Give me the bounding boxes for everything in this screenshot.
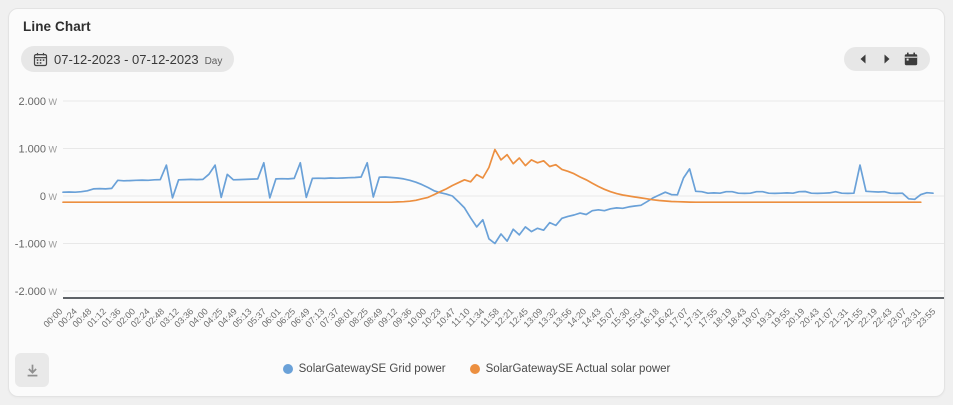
svg-text:2.000 W: 2.000 W [18,96,57,108]
prev-day-button[interactable] [853,48,873,70]
line-chart-card: Line Chart 07-12-2023 - 07-12-2023 Day [8,8,945,397]
legend-item-solar-power[interactable]: SolarGatewaySE Actual solar power [469,363,671,375]
svg-text:-2.000 W: -2.000 W [15,286,58,298]
date-nav [844,47,930,71]
svg-text:0 W: 0 W [40,191,58,203]
page-title: Line Chart [23,19,91,34]
download-button[interactable] [15,353,49,387]
calendar-solid-icon [904,52,918,66]
calendar-icon [33,52,48,67]
granularity-label: Day [204,56,223,67]
chevron-right-icon [883,54,891,64]
legend-dot-solar-power [469,364,480,374]
chart-legend: SolarGatewaySE Grid power SolarGatewaySE… [9,359,944,379]
svg-text:1.000 W: 1.000 W [18,144,57,156]
date-range-label: 07-12-2023 - 07-12-2023 [54,51,199,67]
chevron-left-icon [859,54,867,64]
calendar-picker-button[interactable] [901,48,921,70]
chart-canvas[interactable]: 2.000 W1.000 W0 W-1.000 W-2.000 W00:0000… [9,87,944,349]
legend-label-grid-power: SolarGatewaySE Grid power [298,363,446,375]
legend-item-grid-power[interactable]: SolarGatewaySE Grid power [282,363,446,375]
legend-label-solar-power: SolarGatewaySE Actual solar power [485,363,671,375]
svg-text:-1.000 W: -1.000 W [15,239,58,251]
next-day-button[interactable] [877,48,897,70]
download-icon [24,362,41,379]
legend-dot-grid-power [282,364,293,374]
date-range-picker[interactable]: 07-12-2023 - 07-12-2023 Day [21,46,235,72]
